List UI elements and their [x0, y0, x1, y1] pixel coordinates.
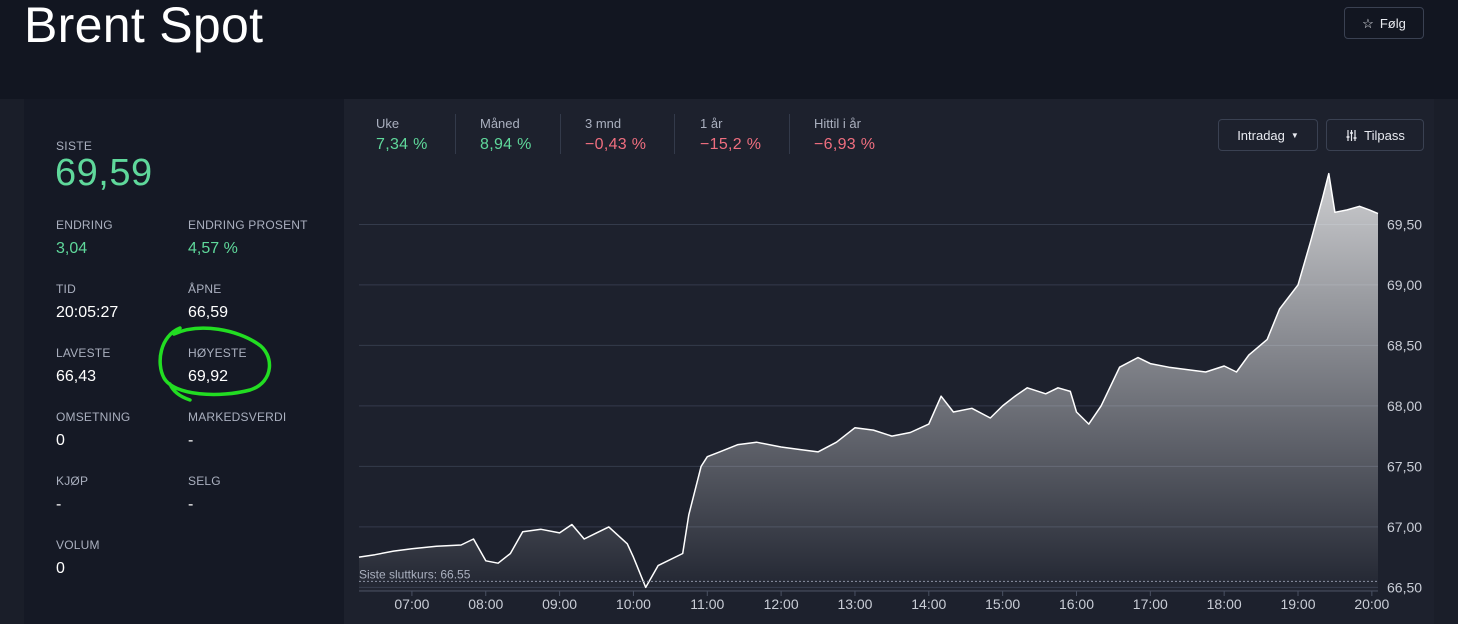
follow-label: Følg: [1379, 15, 1406, 31]
x-tick-label: 16:00: [1059, 596, 1094, 612]
stat-label: ENDRING: [56, 218, 113, 232]
page-header: Brent Spot ☆ Følg: [0, 0, 1458, 99]
x-tick-label: 15:00: [985, 596, 1020, 612]
stat-open: ÅPNE 66,59: [188, 282, 228, 322]
perf-divider: [560, 114, 561, 154]
stat-high: HØYESTE 69,92: [188, 346, 247, 386]
stat-turnover: OMSETNING 0: [56, 410, 130, 450]
stat-label: KJØP: [56, 474, 89, 488]
stat-value: 69,92: [188, 368, 229, 385]
stat-label: HØYESTE: [188, 346, 247, 360]
perf-label: Hittil i år: [814, 116, 861, 131]
follow-button[interactable]: ☆ Følg: [1344, 7, 1424, 39]
perf-value: 7,34 %: [376, 136, 428, 153]
x-tick-label: 14:00: [911, 596, 946, 612]
perf-label: Måned: [480, 116, 520, 131]
stat-label: SELG: [188, 474, 221, 488]
stat-value: 3,04: [56, 240, 88, 257]
perf-ytd: Hittil i år −6,93 %: [814, 116, 875, 156]
customize-label: Tilpass: [1364, 127, 1405, 143]
perf-month: Måned 8,94 %: [480, 116, 532, 156]
y-tick-label: 69,50: [1387, 216, 1422, 232]
stat-volume: VOLUM 0: [56, 538, 100, 578]
perf-value: −0,43 %: [585, 136, 647, 153]
stat-market-cap: MARKEDSVERDI -: [188, 410, 286, 450]
stat-value: 66,59: [188, 304, 229, 321]
sliders-icon: [1346, 129, 1357, 141]
customize-button[interactable]: Tilpass: [1326, 119, 1424, 151]
x-tick-label: 11:00: [690, 596, 724, 612]
stat-bid: KJØP -: [56, 474, 88, 514]
y-tick-label: 66,50: [1387, 579, 1422, 595]
star-outline-icon: ☆: [1362, 15, 1374, 31]
y-tick-label: 67,00: [1387, 519, 1422, 535]
stat-label: LAVESTE: [56, 346, 111, 360]
price-chart[interactable]: Siste sluttkurs: 66.55 66,50 67,00 67,50 68…: [344, 170, 1434, 620]
y-tick-label: 68,00: [1387, 398, 1422, 414]
stat-label: ÅPNE: [188, 282, 222, 296]
stat-value: -: [188, 432, 194, 449]
perf-divider: [455, 114, 456, 154]
stat-label: OMSETNING: [56, 410, 131, 424]
perf-week: Uke 7,34 %: [376, 116, 428, 156]
perf-value: −6,93 %: [814, 136, 876, 153]
stat-ask: SELG -: [188, 474, 221, 514]
x-tick-label: 09:00: [542, 596, 577, 612]
x-tick-label: 13:00: [837, 596, 872, 612]
y-axis: 66,50 67,00 67,50 68,00 68,50 69,00 69,50: [1387, 216, 1422, 595]
y-tick-label: 69,00: [1387, 277, 1422, 293]
perf-3-months: 3 mnd −0,43 %: [585, 116, 646, 156]
price-line: [358, 172, 1379, 589]
stat-low: LAVESTE 66,43: [56, 346, 111, 386]
x-tick-label: 18:00: [1207, 596, 1242, 612]
stat-label: ENDRING PROSENT: [188, 218, 308, 232]
stat-change-percent: ENDRING PROSENT 4,57 %: [188, 218, 308, 258]
stat-label: VOLUM: [56, 538, 100, 552]
caret-down-icon: ▼: [1290, 130, 1299, 140]
x-tick-label: 10:00: [616, 596, 651, 612]
x-tick-label: 19:00: [1280, 596, 1315, 612]
stat-value: 4,57 %: [188, 240, 238, 257]
price-area: [359, 173, 1378, 591]
last-price-label: SISTE: [56, 139, 93, 153]
x-tick-label: 17:00: [1133, 596, 1168, 612]
previous-close-label: Siste sluttkurs: 66.55: [359, 567, 471, 581]
x-axis: 07:00 08:00 09:00 10:00 11:00 12:00 13:00 14:00…: [394, 591, 1390, 612]
right-gutter: [1434, 99, 1458, 624]
stat-value: 20:05:27: [56, 304, 119, 321]
x-tick-label: 12:00: [764, 596, 799, 612]
y-tick-label: 67,50: [1387, 458, 1422, 474]
range-select[interactable]: Intradag ▼: [1218, 119, 1318, 151]
x-tick-label: 07:00: [394, 596, 429, 612]
range-label: Intradag: [1237, 127, 1285, 143]
stat-label: TID: [56, 282, 76, 296]
page-title: Brent Spot: [24, 0, 264, 53]
stat-value: 66,43: [56, 368, 97, 385]
stat-value: -: [188, 496, 194, 513]
perf-label: 3 mnd: [585, 116, 622, 131]
stat-label: MARKEDSVERDI: [188, 410, 287, 424]
perf-divider: [789, 114, 790, 154]
stat-change: ENDRING 3,04: [56, 218, 113, 258]
perf-value: 8,94 %: [480, 136, 532, 153]
stat-value: 0: [56, 432, 65, 449]
perf-label: Uke: [376, 116, 400, 131]
x-tick-label: 08:00: [468, 596, 503, 612]
perf-value: −15,2 %: [700, 136, 762, 153]
perf-label: 1 år: [700, 116, 723, 131]
stat-value: -: [56, 496, 62, 513]
stat-value: 0: [56, 560, 65, 577]
x-tick-label: 20:00: [1354, 596, 1389, 612]
perf-1-year: 1 år −15,2 %: [700, 116, 761, 156]
perf-divider: [674, 114, 675, 154]
last-price-value: 69,59: [55, 152, 153, 194]
left-gutter: [0, 99, 24, 624]
stat-time: TID 20:05:27: [56, 282, 118, 322]
y-tick-label: 68,50: [1387, 337, 1422, 353]
